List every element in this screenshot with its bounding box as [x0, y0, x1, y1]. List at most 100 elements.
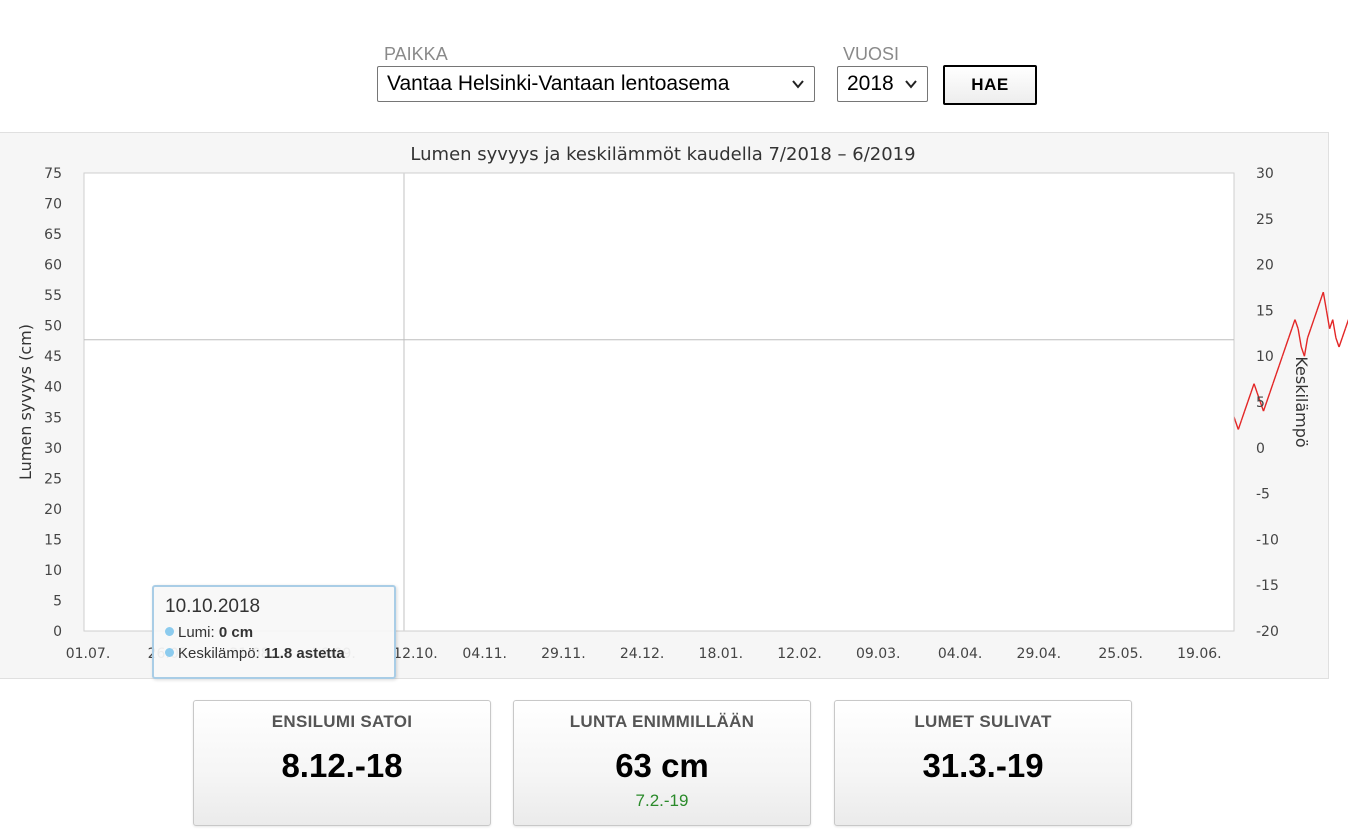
card-title: LUMET SULIVAT: [914, 712, 1052, 731]
x-tick-label: 18.01.: [699, 646, 744, 662]
y-left-tick-label: 15: [44, 532, 62, 548]
y-left-tick-label: 25: [44, 471, 62, 487]
temperature-line-segment: [1300, 346, 1306, 357]
temperature-line-segment: [1269, 383, 1274, 394]
temperature-line-segment: [1306, 328, 1312, 339]
y-left-tick-label: 70: [44, 197, 62, 213]
y-right-tick-label: -20: [1256, 624, 1279, 640]
card-max-snow: LUNTA ENIMMILLÄÄN 63 cm 7.2.-19: [513, 700, 811, 826]
y-left-tick-label: 65: [44, 227, 62, 243]
temperature-line-segment: [1253, 383, 1258, 394]
year-label: VUOSI: [843, 44, 900, 64]
temperature-line-segment: [1328, 319, 1334, 329]
y-right-tick-label: -10: [1256, 532, 1279, 548]
tooltip-snow-row: Lumi: 0 cm: [165, 622, 394, 643]
x-tick-label: 04.11.: [462, 646, 507, 662]
chart-title: Lumen syvyys ja keskilämmöt kaudella 7/2…: [410, 144, 915, 165]
tooltip-snow-label: Lumi:: [178, 624, 215, 641]
snow-temperature-chart: Lumen syvyys ja keskilämmöt kaudella 7/2…: [16, 144, 1348, 662]
tooltip-date: 10.10.2018: [165, 596, 261, 617]
temperature-line-segment: [1256, 392, 1261, 403]
y-left-tick-label: 35: [44, 410, 62, 426]
plot-area: [83, 172, 1235, 632]
temperature-line-segment: [1310, 319, 1315, 329]
temperature-line-segment: [1303, 337, 1309, 357]
place-label: PAIKKA: [384, 44, 448, 64]
card-title: ENSILUMI SATOI: [271, 712, 413, 731]
temperature-line-segment: [1237, 420, 1243, 430]
x-tick-label: 12.10.: [393, 646, 438, 662]
temperature-line-segment: [1297, 328, 1302, 348]
year-select-value: 2018: [847, 72, 894, 95]
card-title: LUNTA ENIMMILLÄÄN: [569, 712, 755, 731]
year-select[interactable]: 2018: [837, 66, 928, 102]
card-first-snow: ENSILUMI SATOI 8.12.-18: [193, 700, 491, 826]
x-tick-label: 29.11.: [541, 646, 586, 662]
temperature-line-segment: [1284, 337, 1290, 348]
place-select[interactable]: Vantaa Helsinki-Vantaan lentoasema: [377, 66, 815, 102]
y-right-tick-label: 10: [1256, 349, 1274, 365]
x-tick-label: 12.02.: [777, 646, 822, 662]
y-right-tick-label: 25: [1256, 212, 1274, 228]
temperature-line-segment: [1335, 337, 1340, 348]
temperature-line-segment: [1234, 420, 1239, 430]
tooltip-temp-label: Keskilämpö:: [178, 645, 260, 662]
card-value: 8.12.-18: [281, 747, 403, 784]
temperature-line-segment: [1262, 401, 1268, 412]
y-right-tick-label: 20: [1256, 258, 1274, 274]
card-value: 63 cm: [615, 747, 709, 784]
temperature-line-segment: [1294, 319, 1299, 329]
chart-tooltip: 10.10.2018 Lumi: 0 cm Keskilämpö: 11.8 a…: [152, 585, 396, 679]
y-right-tick-label: 5: [1256, 395, 1265, 411]
temperature-line-segment: [1272, 374, 1277, 384]
temperature-line-segment: [1341, 328, 1347, 339]
temperature-line-segment: [1265, 392, 1271, 403]
y-left-tick-label: 10: [44, 563, 62, 579]
x-tick-label: 24.12.: [620, 646, 665, 662]
y-right-tick-label: -15: [1256, 578, 1279, 594]
temperature-line-segment: [1332, 319, 1337, 338]
y-left-tick-label: 50: [44, 319, 62, 335]
temperature-line-segment: [1313, 310, 1318, 320]
temperature-line-segment: [1250, 383, 1255, 394]
chevron-down-icon: [905, 80, 917, 89]
temperature-line-segment: [1288, 328, 1293, 339]
tooltip-temp-row: Keskilämpö: 11.8 astetta: [165, 643, 394, 664]
temperature-line-segment: [1243, 401, 1249, 412]
temperature-line-segment: [1338, 337, 1343, 348]
search-button[interactable]: HAE: [943, 65, 1037, 105]
y-left-tick-label: 30: [44, 441, 62, 457]
y-right-tick-label: 30: [1256, 166, 1274, 182]
temperature-line-segment: [1278, 355, 1284, 366]
temperature-line-segment: [1247, 392, 1252, 403]
x-tick-label: 29.04.: [1017, 646, 1062, 662]
place-select-value: Vantaa Helsinki-Vantaan lentoasema: [387, 72, 730, 95]
temperature-line-segment: [1325, 310, 1331, 329]
y-right-tick-label: 0: [1256, 441, 1265, 457]
x-tick-label: 01.07.: [66, 646, 111, 662]
card-value: 31.3.-19: [922, 747, 1044, 784]
y-right-axis-title: Keskilämpö: [1292, 356, 1311, 447]
card-snow-melted: LUMET SULIVAT 31.3.-19: [834, 700, 1132, 826]
x-tick-label: 04.04.: [938, 646, 983, 662]
y-left-tick-label: 60: [44, 258, 62, 274]
temperature-line-segment: [1322, 291, 1328, 311]
y-left-tick-label: 45: [44, 349, 62, 365]
y-right-tick-label: -5: [1256, 487, 1270, 503]
y-left-tick-label: 40: [44, 380, 62, 396]
y-left-tick-label: 20: [44, 502, 62, 518]
temperature-line-segment: [1275, 365, 1280, 375]
tooltip-snow-value: 0 cm: [218, 624, 254, 641]
y-right-tick-label: 15: [1256, 303, 1274, 319]
y-left-tick-label: 75: [44, 166, 62, 182]
x-tick-label: 19.06.: [1177, 646, 1222, 662]
temperature-line-segment: [1316, 301, 1321, 311]
temperature-line-segment: [1281, 346, 1287, 357]
x-tick-label: 25.05.: [1098, 646, 1143, 662]
y-left-tick-label: 55: [44, 288, 62, 304]
series-dot-icon: [165, 648, 174, 657]
tooltip-temp-value: 11.8 astetta: [263, 645, 345, 662]
y-left-tick-label: 5: [53, 593, 62, 609]
series-dot-icon: [165, 627, 174, 636]
temperature-line-segment: [1240, 410, 1246, 421]
